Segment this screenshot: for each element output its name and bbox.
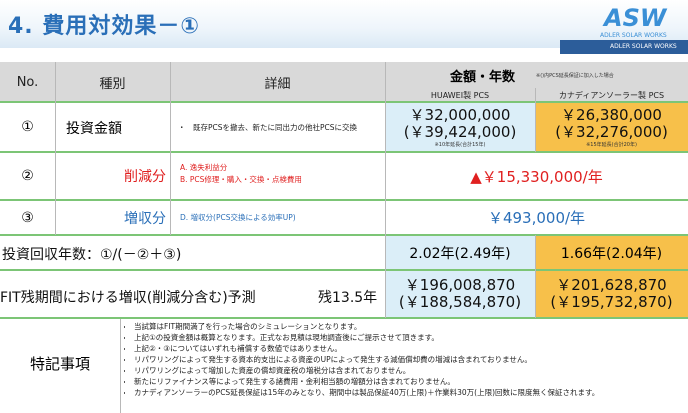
amount-ext: (￥188,584,870) xyxy=(398,293,522,311)
row-line xyxy=(0,234,688,236)
cell-canadian: 1.66年(2.04年) xyxy=(535,235,688,270)
amount: ￥196,008,870 xyxy=(404,276,516,294)
note-item: 上記②・③についてはいずれも補償する数値ではありません。 xyxy=(134,343,684,354)
logo-sub: ADLER SOLAR WORKS xyxy=(600,32,667,39)
row-type: 削減分 xyxy=(124,169,166,185)
note-item: リパワリングによって発生する資本的支出による資産のUPによって発生する減価償却費… xyxy=(134,354,684,365)
amount-ext: (￥39,424,000) xyxy=(403,122,517,141)
note-item: カナディアンソーラーのPCS延長保証は15年のみとなり、期間中は製品保証40万(… xyxy=(134,387,684,398)
logo-band: ADLER SOLAR WORKS xyxy=(560,40,688,54)
col-canadian: カナディアンソーラー製 PCS xyxy=(558,90,665,100)
notes-title: 特記事項 xyxy=(29,354,90,373)
row-no: ① xyxy=(21,119,34,135)
note-item: リパワリングによって増加した資産の償却資産税の増税分は含まれておりません。 xyxy=(134,365,684,376)
row-detail: A. 逸失利益分 B. PCS修理・購入・交換・点検費用 xyxy=(180,162,302,186)
row-remaining: 残13.5年 xyxy=(318,290,378,306)
amount-note: ※10年延長(合計15年) xyxy=(434,141,486,148)
row-line xyxy=(0,317,688,319)
col-amount-bg xyxy=(385,62,688,102)
row-line xyxy=(0,199,688,201)
col-line xyxy=(385,62,386,318)
row-detail: D. 増収分(PCS交換による効率UP) xyxy=(180,213,296,222)
notes-list: 当試算はFIT期間満了を行った場合のシミュレーションとなります。上記①の投資金額… xyxy=(124,321,684,398)
col-line xyxy=(170,62,171,235)
row-type: 増収分 xyxy=(124,211,166,227)
amount: ￥32,000,000 xyxy=(409,105,511,124)
cell-canadian: ￥201,628,870 (￥195,732,870) xyxy=(535,270,688,318)
col-huawei: HUAWEI製 PCS xyxy=(430,90,490,100)
col-type: 種別 xyxy=(55,62,170,102)
col-line xyxy=(55,62,56,235)
note-item: 上記①の投資金額は概算となります。正式なお見積は現地調査後にご提示させて頂きます… xyxy=(134,332,684,343)
row-no: ② xyxy=(21,168,34,184)
amount-note: ※15年延長(合計20年) xyxy=(586,141,637,148)
row-label: 投資回収年数：①/(－②＋③) xyxy=(2,247,182,263)
row-line xyxy=(0,101,688,103)
cell-huawei: 2.02年(2.49年) xyxy=(385,235,535,270)
col-amount: 金額・年数 xyxy=(450,70,516,85)
col-detail: 詳細 xyxy=(170,62,385,102)
title: 4. 費用対効果－① xyxy=(8,14,200,39)
cell-huawei: ￥32,000,000 (￥39,424,000) ※10年延長(合計15年) xyxy=(385,102,535,152)
cell-huawei: ￥196,008,870 (￥188,584,870) xyxy=(385,270,535,318)
detail-item: A. 逸失利益分 xyxy=(180,163,228,172)
col-no: No. xyxy=(0,62,55,102)
amount: ￥26,380,000 xyxy=(561,105,662,124)
amount-ext: (￥32,276,000) xyxy=(555,122,668,141)
amount: ￥201,628,870 xyxy=(556,276,667,294)
row-type: 投資金額 xyxy=(66,121,122,137)
logo: ASW xyxy=(604,4,667,32)
cell-canadian: ￥26,380,000 (￥32,276,000) ※15年延長(合計20年) xyxy=(535,102,688,152)
notes: 当試算はFIT期間満了を行った場合のシミュレーションとなります。上記①の投資金額… xyxy=(124,321,684,413)
col-line xyxy=(120,319,121,413)
note-item: 当試算はFIT期間満了を行った場合のシミュレーションとなります。 xyxy=(134,321,684,332)
row-no: ③ xyxy=(21,209,34,226)
detail-item: B. PCS修理・購入・交換・点検費用 xyxy=(180,175,302,184)
col-amount-note: ※()内PCS延長保証に加入した場合 xyxy=(536,73,614,79)
amount-ext: (￥195,732,870) xyxy=(550,293,673,311)
note-item: 新たにリファイナンス等によって発生する諸費用・金利相当額の増額分は含まれておりま… xyxy=(134,376,684,387)
col-line xyxy=(535,88,536,152)
row-value: ￥493,000/年 xyxy=(487,209,586,227)
row-line xyxy=(0,269,688,271)
row-line xyxy=(0,151,688,153)
row-label: FIT残期間における増収(削減分含む)予測 xyxy=(0,290,256,306)
col-line xyxy=(535,235,536,318)
row-detail: ・ 既存PCSを撤去、新たに同出力の他社PCSに交換 xyxy=(178,123,358,132)
row-value: ▲￥15,330,000/年 xyxy=(470,167,603,186)
